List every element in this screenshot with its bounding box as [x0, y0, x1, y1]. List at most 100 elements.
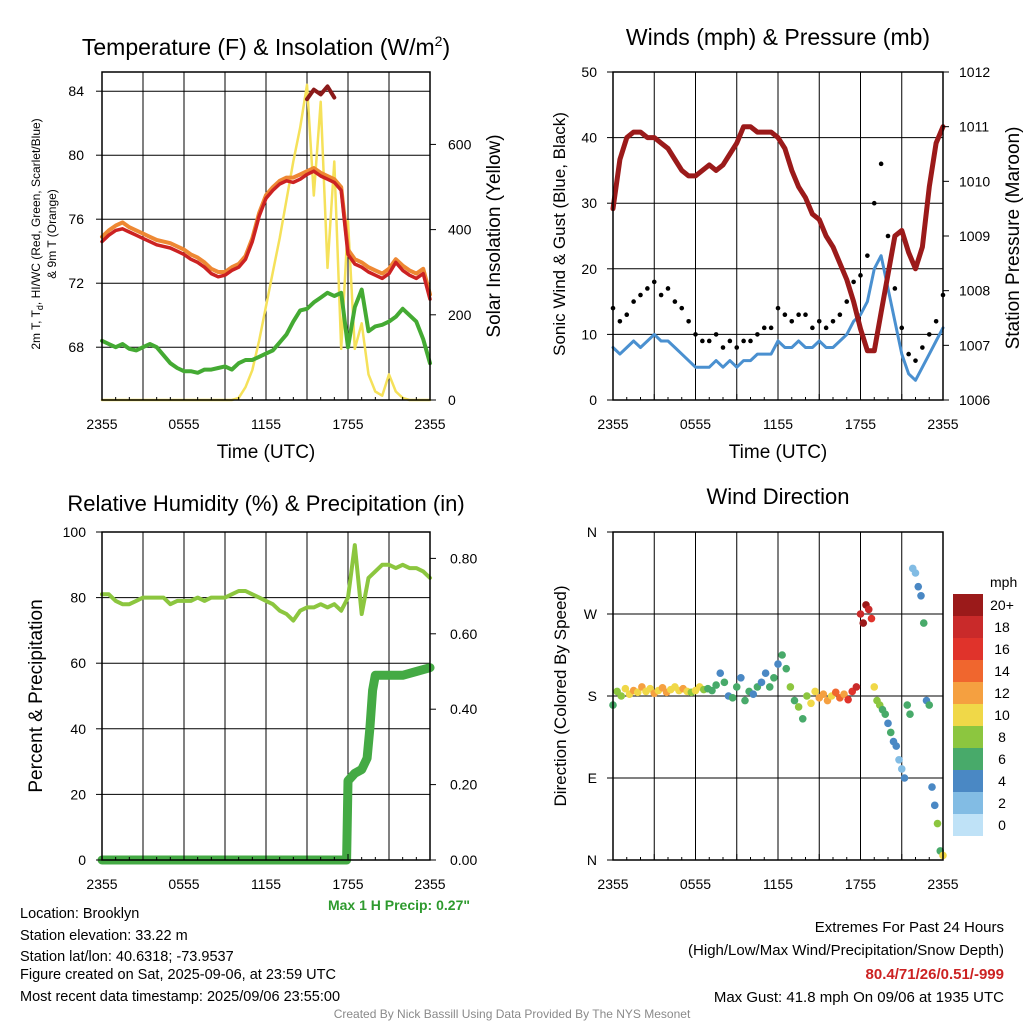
- humidity-ytick-label: 40: [70, 721, 86, 737]
- direction-point: [819, 690, 828, 698]
- direction-point: [633, 688, 642, 697]
- figure-created: Figure created on Sat, 2025-09-06, at 23…: [20, 967, 336, 983]
- winds-ytick-label: 0: [589, 392, 597, 408]
- direction-point: [925, 701, 934, 709]
- winds-title: Winds (mph) & Pressure (mb): [626, 24, 930, 50]
- humidity-title: Relative Humidity (%) & Precipitation (i…: [67, 491, 464, 516]
- winds-panel: Winds (mph) & Pressure (mb) 2355 0555 1155…: [550, 24, 1024, 463]
- gust-point: [693, 332, 698, 337]
- direction-point: [757, 678, 766, 687]
- humidity-panel: Relative Humidity (%) & Precipitation (i…: [26, 491, 477, 913]
- pressure-ytick-label: 1010: [959, 173, 990, 189]
- gust-point: [871, 200, 877, 206]
- speed-legend-label: 10: [994, 707, 1010, 723]
- speed-legend-label: 16: [994, 641, 1010, 657]
- speed-legend-label: 18: [994, 619, 1010, 635]
- gust-point: [679, 305, 685, 311]
- credit-line: Created By Nick Bassill Using Data Provi…: [333, 1007, 691, 1021]
- temperature-series-temp_2m: [100, 169, 432, 301]
- winds-xtick-label: 0555: [680, 416, 711, 432]
- direction-point: [930, 801, 939, 810]
- pressure-line: [610, 124, 946, 354]
- direction-xtick-label: 1155: [763, 876, 793, 892]
- direction-point: [911, 569, 920, 577]
- gust-point: [734, 345, 740, 350]
- direction-title: Wind Direction: [706, 484, 849, 509]
- direction-point: [716, 669, 725, 678]
- humidity-xtick-label: 2355: [86, 876, 117, 892]
- direction-point: [933, 819, 942, 828]
- direction-point: [794, 703, 803, 711]
- insolation-ytick-label: 200: [448, 307, 472, 323]
- winds-ytick-label: 10: [581, 326, 597, 342]
- pressure-ytick-label: 1009: [959, 228, 990, 244]
- gust-point: [810, 325, 815, 331]
- direction-point: [778, 651, 786, 659]
- gust-point: [885, 233, 891, 239]
- direction-point: [892, 742, 901, 750]
- gust-point: [741, 338, 746, 344]
- speed-legend-label: 2: [998, 795, 1006, 811]
- direction-point: [867, 614, 876, 623]
- temperature-ylabel-line1: 2m T, Td, HI/WC (Red, Green, Scarlet/Blu…: [29, 118, 45, 349]
- gust-point: [796, 312, 801, 318]
- gust-point: [913, 358, 918, 363]
- speed-legend-title: mph: [990, 574, 1017, 590]
- precip-ytick-label: 0.80: [450, 550, 477, 566]
- max-gust: Max Gust: 41.8 mph On 09/06 at 1935 UTC: [713, 989, 1004, 1006]
- direction-point: [811, 687, 819, 696]
- humidity-xtick-label: 2355: [414, 876, 445, 892]
- direction-point: [782, 664, 791, 673]
- direction-point: [749, 690, 758, 698]
- speed-legend-swatch: [953, 704, 983, 726]
- gust-point: [775, 305, 781, 311]
- direction-point: [617, 692, 626, 700]
- speed-legend-swatch: [953, 792, 983, 814]
- precip-ytick-label: 0.20: [450, 777, 477, 793]
- gust-point: [851, 279, 856, 285]
- direction-point: [807, 699, 815, 708]
- direction-point: [864, 605, 873, 614]
- wind-speed-line: [611, 254, 945, 382]
- gust-point: [768, 325, 774, 331]
- winds-ytick-label: 30: [581, 195, 597, 211]
- direction-point: [708, 686, 716, 695]
- station-latlon: Station lat/lon: 40.6318; -73.9537: [20, 949, 234, 965]
- direction-point: [884, 719, 892, 728]
- direction-ytick-label: S: [588, 688, 597, 704]
- humidity-ytick-label: 60: [70, 655, 86, 671]
- temperature-xtick-label: 1755: [332, 416, 363, 432]
- direction-point: [881, 710, 890, 719]
- direction-point: [844, 695, 852, 704]
- humidity-ytick-label: 100: [63, 524, 87, 540]
- temperature-xlabel: Time (UTC): [217, 442, 316, 463]
- temperature-ylabel-subscript: d: [35, 305, 45, 310]
- speed-legend-swatch: [953, 726, 983, 748]
- gust-point: [823, 325, 829, 331]
- gust-point: [658, 292, 664, 298]
- gust-point: [617, 318, 623, 324]
- temperature-title-superscript: 2: [435, 33, 443, 49]
- gust-point: [665, 286, 671, 291]
- winds-ylabel-right: Station Pressure (Maroon): [1003, 127, 1024, 350]
- direction-point: [895, 755, 903, 764]
- humidity-xtick-label: 0555: [168, 876, 199, 892]
- gust-point: [865, 253, 870, 258]
- direction-point: [790, 696, 799, 705]
- speed-legend-swatch: [953, 814, 983, 836]
- direction-point: [856, 610, 865, 618]
- gust-point: [686, 318, 691, 324]
- max-precip-label: Max 1 H Precip: 0.27": [328, 897, 470, 913]
- direction-point: [919, 619, 928, 627]
- gust-point: [720, 345, 726, 350]
- temperature-xtick-label: 0555: [168, 416, 199, 432]
- temperature-ytick-label: 76: [68, 211, 84, 227]
- gust-point: [837, 312, 843, 318]
- precip-ytick-label: 0.00: [450, 852, 477, 868]
- direction-point: [737, 673, 745, 682]
- direction-point: [732, 683, 741, 691]
- temperature-ylabel-line2: & 9m T (Orange): [45, 189, 59, 279]
- direction-point: [712, 681, 720, 689]
- direction-xtick-label: 1755: [845, 876, 876, 892]
